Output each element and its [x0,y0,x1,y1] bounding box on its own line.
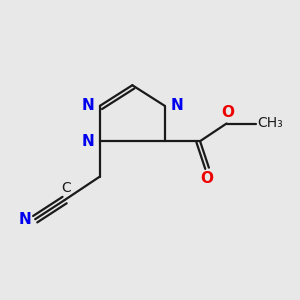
Text: O: O [200,171,213,186]
Text: N: N [19,212,32,227]
Text: N: N [81,134,94,149]
Text: O: O [221,105,235,120]
Text: CH₃: CH₃ [257,116,283,130]
Text: C: C [61,181,71,195]
Text: N: N [81,98,94,113]
Text: N: N [171,98,184,113]
